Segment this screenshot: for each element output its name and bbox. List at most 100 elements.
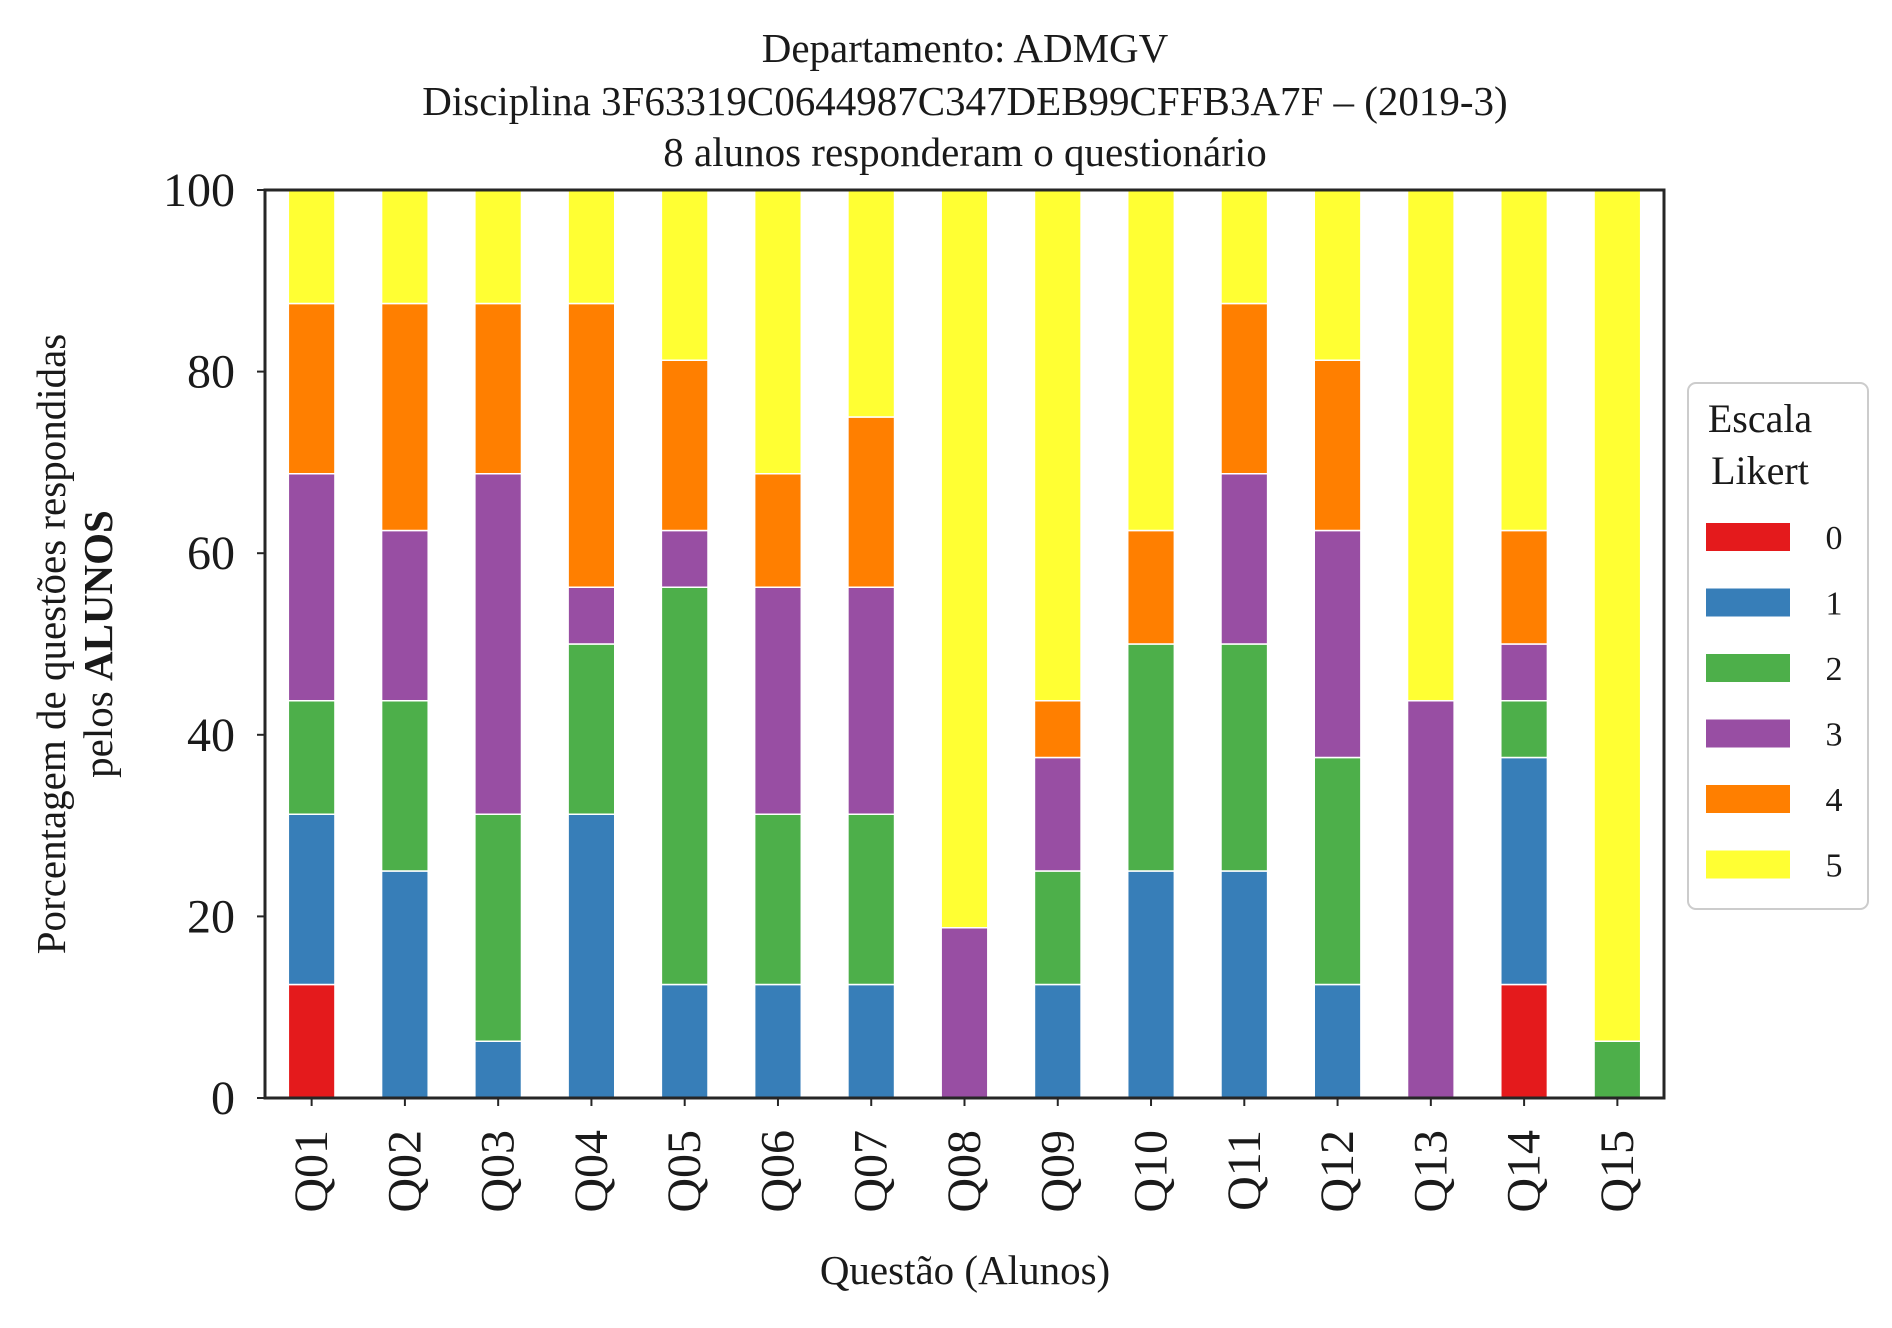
y-tick-label: 20 [187,890,235,943]
bar-segment-q01-likert-1 [287,813,336,986]
bar-segment-q02-likert-1 [380,870,429,1099]
y-tick-label: 60 [187,527,235,580]
legend-label-likert-3: 3 [1826,717,1843,754]
x-tick-label: Q02 [378,1130,431,1213]
legend-swatch-likert-5 [1706,850,1790,879]
x-tick-label: Q03 [472,1130,525,1213]
bar-segment-q12-likert-3 [1313,529,1362,759]
bar-segment-q02-likert-3 [380,529,429,702]
bar-segment-q05-likert-2 [660,586,709,986]
bar-segment-q13-likert-5 [1406,189,1455,702]
bar-segment-q06-likert-4 [753,473,803,588]
bar-segment-q05-likert-3 [660,529,709,588]
x-tick-label: Q09 [1031,1130,1084,1213]
bar-segment-q10-likert-5 [1126,189,1176,532]
bar-segment-q11-likert-3 [1220,473,1269,645]
bar-segment-q12-likert-5 [1313,189,1362,361]
bar-segment-q01-likert-4 [287,302,336,475]
legend-items: 0 1 2 3 4 5 [1706,520,1843,885]
legend-title-line-1: Escala [1708,396,1813,441]
x-tick-label: Q14 [1498,1130,1551,1213]
bar-segment-q11-likert-2 [1220,643,1269,872]
y-tick-label: 100 [163,164,235,217]
bar-segment-q13-likert-3 [1406,700,1455,1099]
bar-segment-q14-likert-2 [1500,700,1549,759]
bar-segment-q03-likert-5 [474,189,523,305]
bar-segment-q14-likert-0 [1500,983,1549,1099]
x-tick-label: Q13 [1404,1130,1457,1213]
bar-segment-q01-likert-5 [287,189,336,305]
y-axis-label-bold: ALUNOS [75,510,121,681]
bar-segment-q01-likert-3 [287,473,336,702]
y-tick-label: 80 [187,346,235,399]
bar-segment-q04-likert-4 [567,302,616,588]
bar-segment-q04-likert-1 [567,813,616,1099]
x-axis-label: Questão (Alunos) [820,1247,1110,1293]
bar-segment-q09-likert-5 [1033,189,1082,702]
x-tick-label: Q11 [1218,1130,1271,1211]
y-axis-label-line-2: pelos ALUNOS [75,510,121,778]
bar-segment-q07-likert-5 [847,189,896,418]
bar-segment-q06-likert-5 [753,189,803,475]
bar-segment-q07-likert-4 [847,416,896,588]
x-tick-label: Q06 [751,1130,804,1213]
bar-segment-q11-likert-1 [1220,870,1269,1099]
bar-segment-q03-likert-3 [474,473,523,815]
bar-segment-q03-likert-4 [474,302,523,475]
bar-segment-q06-likert-1 [753,983,803,1099]
bar-segment-q15-likert-2 [1593,1040,1642,1099]
x-tick-label: Q15 [1591,1130,1644,1213]
bar-segment-q08-likert-5 [940,189,989,929]
title-line-2: Disciplina 3F63319C0644987C347DEB99CFFB3… [422,78,1507,124]
legend-box [1687,382,1869,910]
legend-swatch-likert-4 [1706,785,1790,813]
bar-segment-q10-likert-1 [1126,870,1176,1099]
y-axis-label-prefix: pelos [75,681,121,778]
bar-segment-q04-likert-5 [567,189,616,305]
legend-title-line-2: Likert [1711,448,1809,493]
bar-segment-q03-likert-2 [474,813,523,1042]
bar-segment-q05-likert-1 [660,983,709,1099]
y-axis-label: Porcentagem de questões respondidas pelo… [28,334,121,955]
x-axis-ticks: Q01 Q02 Q03 Q04 Q05 Q06 Q07 Q08 Q09 Q10 Q11 Q12 Q13 Q… [285,1098,1644,1213]
plot-area-frame [263,188,1666,1100]
x-tick-label: Q08 [938,1130,991,1213]
bar-segment-q09-likert-1 [1033,983,1082,1099]
bar-segment-q12-likert-1 [1313,983,1362,1099]
bar-segment-q02-likert-4 [380,302,429,532]
x-tick-label: Q05 [658,1130,711,1213]
legend-swatch-likert-1 [1706,588,1790,617]
bar-segment-q04-likert-3 [567,586,616,645]
title-line-1: Departamento: ADMGV [762,25,1169,71]
chart-title: Departamento: ADMGV Disciplina 3F63319C0… [422,25,1507,175]
x-tick-label: Q04 [565,1130,618,1213]
bar-segment-q14-likert-5 [1500,189,1549,532]
bar-segment-q11-likert-4 [1220,302,1269,475]
bar-segment-q10-likert-2 [1126,643,1176,872]
bar-segment-q12-likert-2 [1313,756,1362,986]
bar-segment-q14-likert-3 [1500,643,1549,702]
bar-segment-q12-likert-4 [1313,359,1362,532]
bar-segment-q09-likert-4 [1033,700,1082,759]
bar-segment-q07-likert-2 [847,813,896,986]
title-line-3: 8 alunos responderam o questionário [663,129,1266,175]
bar-segment-q08-likert-3 [940,927,989,1099]
bar-segment-q15-likert-5 [1593,189,1642,1042]
bar-segment-q14-likert-4 [1500,529,1549,645]
legend-swatch-likert-0 [1706,523,1790,551]
bar-segment-q09-likert-2 [1033,870,1082,986]
bars [287,189,1642,1099]
bar-segment-q01-likert-2 [287,700,336,815]
bar-segment-q02-likert-5 [380,189,429,305]
bar-segment-q04-likert-2 [567,643,616,815]
y-tick-label: 40 [187,709,235,762]
legend-swatch-likert-2 [1706,654,1790,682]
bar-segment-q05-likert-5 [660,189,709,361]
bar-segment-q11-likert-5 [1220,189,1269,305]
legend-label-likert-4: 4 [1826,782,1843,819]
bar-segment-q01-likert-0 [287,983,336,1099]
y-axis-ticks: 0 20 40 60 80 100 [163,164,265,1125]
x-tick-label: Q12 [1311,1130,1364,1213]
